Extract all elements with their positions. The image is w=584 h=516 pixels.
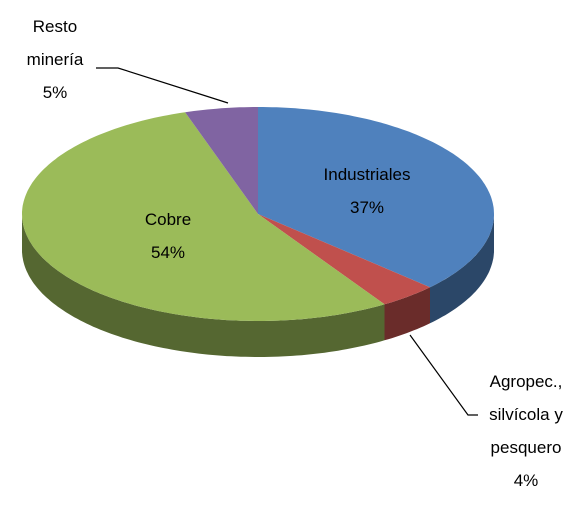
slice-value-label: 54%	[151, 243, 185, 262]
slice-value-label: 4%	[514, 471, 539, 490]
slice	[22, 112, 385, 321]
slice-label: Resto minería	[27, 17, 84, 69]
leader-line	[409, 334, 478, 416]
slice-value-label: 5%	[43, 83, 68, 102]
slice-side	[384, 287, 430, 341]
slice-label: Agropec., silvícola y pesquero	[489, 372, 563, 457]
slice	[258, 107, 494, 288]
slice-side	[430, 214, 494, 324]
slice	[185, 107, 258, 214]
slice-label: Cobre	[145, 210, 191, 229]
slice-label: Industriales	[324, 165, 411, 184]
slice-value-label: 37%	[350, 198, 384, 217]
slice-side	[22, 214, 385, 357]
leader-line	[96, 67, 229, 104]
slice	[258, 214, 430, 305]
